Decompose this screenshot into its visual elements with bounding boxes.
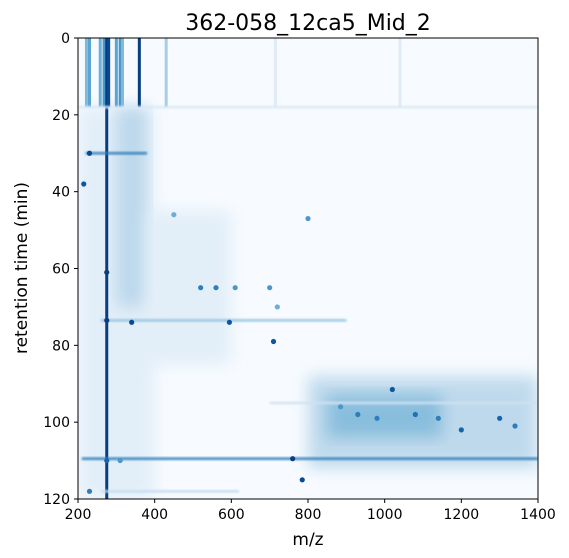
peak-spot <box>171 212 177 218</box>
peak-spot <box>213 285 219 291</box>
vertical-streak <box>398 38 402 108</box>
peak-spot <box>267 285 273 291</box>
horizontal-line <box>78 105 538 109</box>
peak-spot <box>104 457 110 464</box>
plot-area <box>78 38 538 499</box>
broad-region <box>327 395 443 438</box>
x-tick-label: 400 <box>141 507 168 523</box>
vertical-streak <box>273 38 277 108</box>
vertical-streak <box>107 38 111 108</box>
x-tick-label: 600 <box>218 507 245 523</box>
peak-spot <box>104 317 110 323</box>
y-tick-label: 100 <box>43 415 70 431</box>
peak-spot <box>305 215 311 222</box>
peak-spot <box>290 456 296 462</box>
chart-title: 362-058_12ca5_Mid_2 <box>185 11 431 36</box>
peak-spot <box>497 415 503 421</box>
peak-spot <box>198 285 204 291</box>
y-tick-label: 60 <box>52 262 70 278</box>
y-tick-label: 20 <box>52 108 70 124</box>
vertical-streak <box>105 38 109 499</box>
peak-spot <box>412 411 418 418</box>
x-tick-label: 200 <box>65 507 92 523</box>
peak-spot <box>374 415 380 421</box>
y-tick-label: 40 <box>52 185 70 201</box>
y-axis-label: retention time (min) <box>12 182 32 354</box>
vertical-streak <box>102 38 106 108</box>
y-axis: 0 20 40 60 80 100 120 <box>43 31 78 508</box>
vertical-streak <box>118 38 122 108</box>
broad-region <box>116 107 147 307</box>
peak-spot <box>226 319 233 325</box>
peak-spot <box>86 150 93 156</box>
y-tick-label: 120 <box>43 492 70 508</box>
peak-spot <box>129 319 135 325</box>
peak-spot <box>270 338 277 345</box>
y-tick-label: 80 <box>52 338 70 354</box>
peak-spot <box>512 423 518 429</box>
broad-region <box>147 210 232 365</box>
peak-spot <box>299 477 305 483</box>
peak-spot <box>232 285 238 291</box>
x-axis-label: m/z <box>292 530 323 550</box>
vertical-streak <box>137 38 141 108</box>
peak-spot <box>458 427 464 433</box>
peak-spot <box>81 181 87 187</box>
peak-spot <box>355 411 361 418</box>
peak-spot <box>389 386 395 393</box>
x-axis: 200 400 600 800 1000 1200 1400 <box>65 499 556 523</box>
peak-spot <box>104 269 110 275</box>
peak-spot <box>337 404 344 410</box>
x-tick-label: 1400 <box>520 507 556 523</box>
peak-spot <box>86 488 93 494</box>
vertical-streak <box>88 38 91 108</box>
x-tick-label: 800 <box>295 507 322 523</box>
horizontal-line <box>269 401 538 405</box>
vertical-streak <box>84 38 88 108</box>
vertical-streak <box>120 38 124 108</box>
horizontal-line <box>101 490 239 493</box>
vertical-streak <box>98 38 102 108</box>
horizontal-line <box>85 152 147 155</box>
peak-spot <box>435 415 441 421</box>
x-tick-label: 1200 <box>444 507 480 523</box>
x-tick-label: 1000 <box>367 507 403 523</box>
horizontal-line <box>81 457 538 460</box>
vertical-streak <box>114 38 118 108</box>
vertical-streak <box>164 38 168 108</box>
peak-spot <box>274 304 280 310</box>
y-tick-label: 0 <box>61 31 70 47</box>
horizontal-line <box>101 319 347 322</box>
peak-spot <box>117 457 123 464</box>
